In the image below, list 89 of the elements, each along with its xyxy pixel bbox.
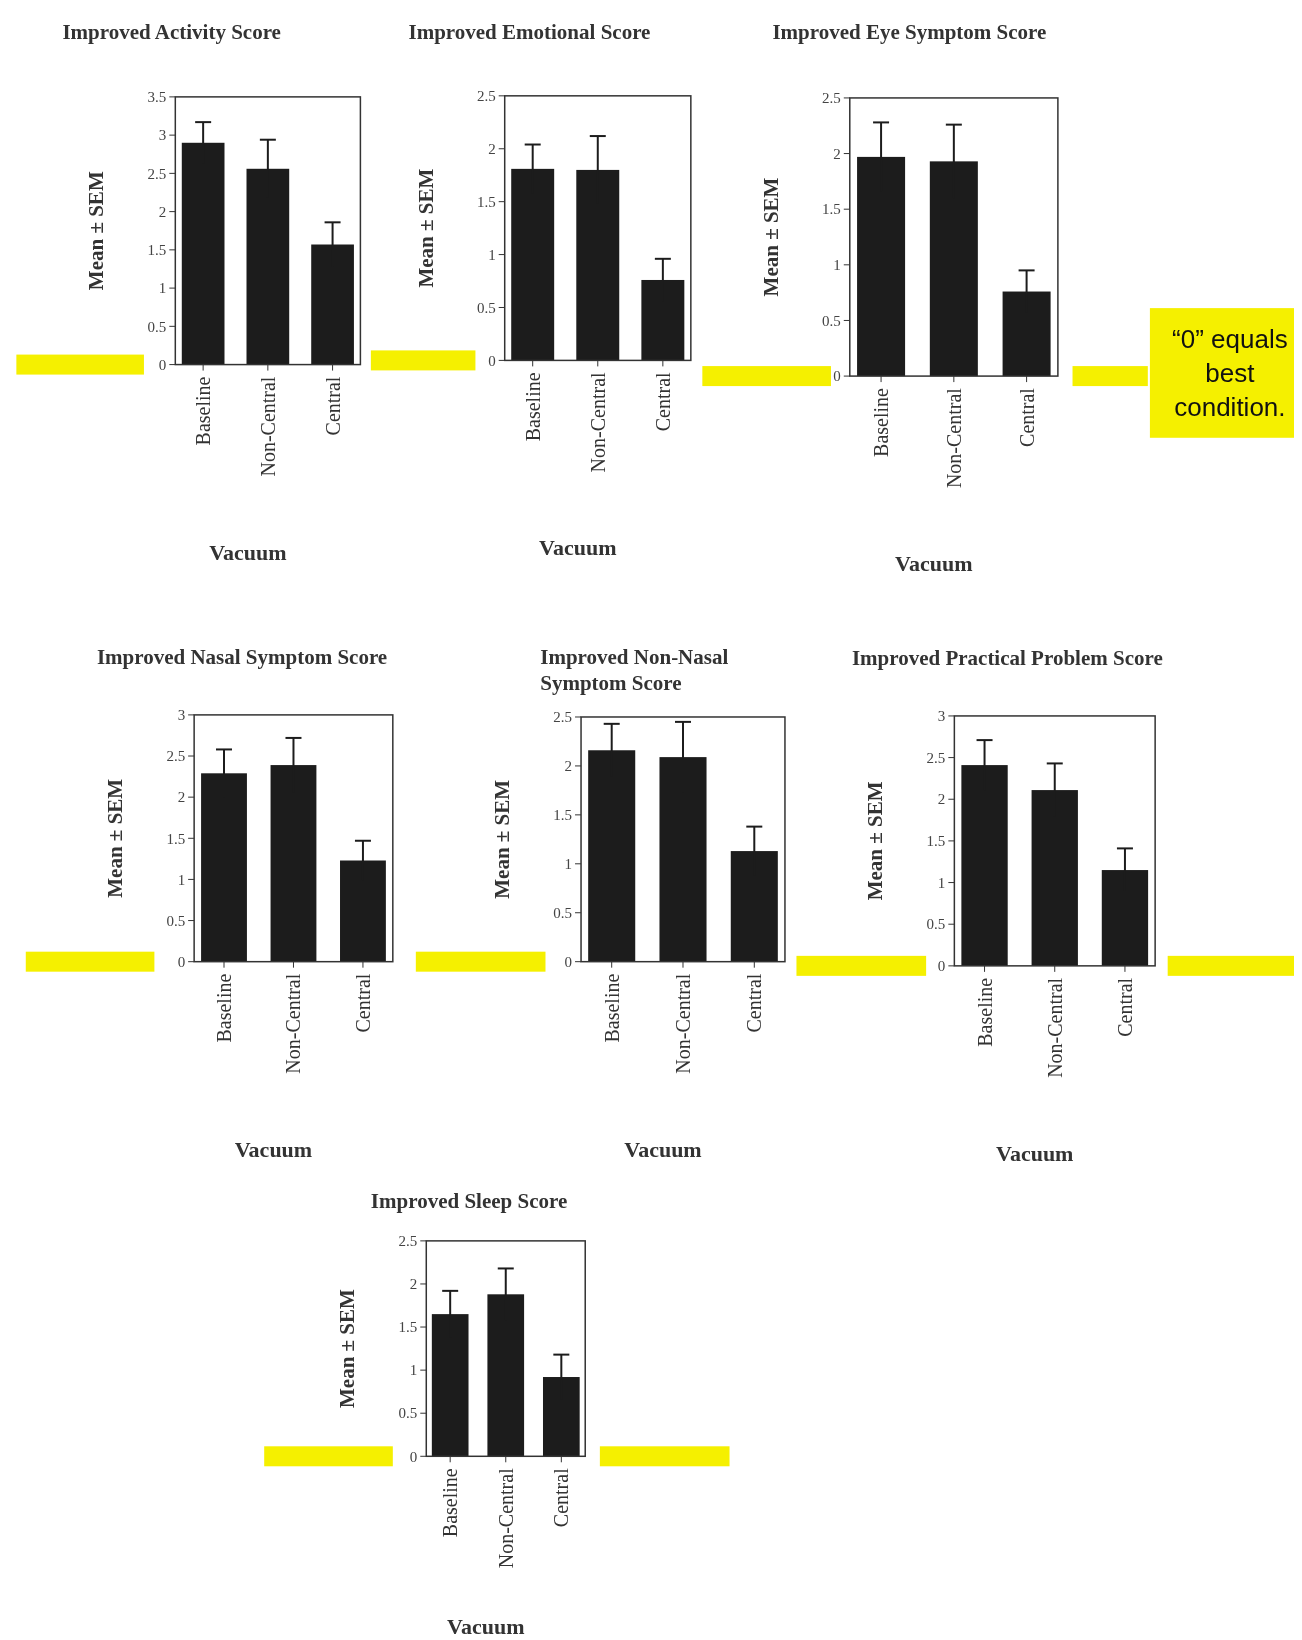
y-tick-label: 3 [937, 708, 946, 725]
x-axis-title: Vacuum [895, 551, 973, 577]
x-tick-label: Non-Central [586, 371, 609, 473]
y-tick-label: 0.5 [166, 912, 186, 929]
y-tick-label: 2.5 [166, 748, 186, 765]
x-tick-label: Baseline [973, 977, 996, 1047]
y-tick-label: 1.5 [822, 201, 841, 218]
y-tick-label: 0.5 [822, 312, 841, 329]
chart-title: Improved Practical Problem Score [851, 645, 1163, 670]
x-tick-label: Central [651, 371, 674, 432]
x-tick-label: Non-Central [672, 973, 694, 1074]
y-tick-label: 0.5 [398, 1405, 418, 1422]
y-tick-label: 2.5 [553, 709, 573, 726]
x-tick-label: Central [1113, 977, 1136, 1037]
y-tick-label: 0 [158, 356, 167, 373]
x-axis-title: Vacuum [234, 1136, 313, 1162]
y-tick-label: 1.5 [147, 242, 167, 259]
y-axis-title: Mean ± SEM [413, 168, 438, 288]
text: “0” equals best condition. [1172, 324, 1288, 423]
y-tick-label: 2 [564, 758, 573, 775]
y-axis-title: Mean ± SEM [758, 177, 783, 297]
x-tick-label: Central [1015, 387, 1038, 447]
y-axis-title: Mean ± SEM [103, 778, 128, 898]
y-tick-label: 3 [158, 127, 167, 144]
y-tick-label: 1 [488, 246, 496, 263]
chart-title: Improved Eye Symptom Score [772, 20, 1047, 45]
x-axis-title: Vacuum [996, 1140, 1074, 1166]
y-tick-label: 2.5 [822, 90, 841, 107]
y-tick-label: 0.5 [476, 299, 496, 316]
x-tick-label: Non-Central [942, 387, 965, 489]
x-tick-label: Central [550, 1467, 573, 1528]
y-tick-label: 1 [409, 1362, 418, 1379]
y-tick-label: 2 [158, 203, 167, 220]
y-tick-label: 0 [937, 958, 946, 975]
y-tick-label: 2.5 [398, 1233, 418, 1250]
y-tick-label: 2 [488, 141, 496, 157]
y-tick-label: 0 [177, 953, 186, 970]
x-axis-title: Vacuum [539, 535, 617, 561]
y-tick-label: 3.5 [147, 89, 167, 106]
y-tick-label: 2.5 [926, 749, 946, 766]
y-tick-label: 2.5 [147, 165, 167, 182]
chart-title: Improved Non-Nasal Symptom Score [540, 644, 729, 695]
y-axis-title: Mean ± SEM [863, 781, 888, 901]
chart-title: Improved Sleep Score [370, 1189, 568, 1214]
y-tick-label: 0.5 [147, 318, 167, 335]
y-tick-label: 2 [833, 145, 841, 162]
y-tick-label: 2 [177, 789, 186, 806]
y-tick-label: 0.5 [553, 904, 573, 921]
chart-title: Improved Nasal Symptom Score [96, 644, 388, 669]
x-tick-label: Baseline [521, 372, 544, 442]
y-tick-label: 0 [409, 1448, 418, 1465]
y-tick-label: 1 [564, 856, 573, 873]
x-tick-label: Non-Central [1043, 977, 1066, 1078]
chart-title: Improved Emotional Score [408, 20, 651, 45]
y-tick-label: 0 [488, 352, 496, 369]
x-axis-title: Vacuum [447, 1614, 525, 1640]
x-tick-label: Baseline [213, 973, 236, 1043]
y-tick-label: 3 [177, 707, 186, 724]
y-axis-title: Mean ± SEM [84, 171, 109, 291]
x-tick-label: Central [351, 973, 374, 1033]
y-tick-label: 1.5 [476, 193, 496, 210]
y-tick-label: 1.5 [166, 830, 186, 847]
x-tick-label: Non-Central [494, 1467, 517, 1569]
x-tick-label: Non-Central [256, 376, 279, 477]
x-tick-label: Non-Central [282, 973, 305, 1074]
x-tick-label: Central [743, 973, 766, 1033]
y-tick-label: 0.5 [926, 916, 946, 933]
y-tick-label: 2 [409, 1276, 418, 1293]
y-tick-label: 1 [833, 257, 841, 274]
x-axis-title: Vacuum [209, 539, 287, 565]
y-tick-label: 1.5 [553, 807, 573, 824]
x-tick-label: Baseline [600, 973, 623, 1043]
y-tick-label: 0 [833, 368, 841, 385]
y-tick-label: 1 [177, 871, 186, 888]
y-axis-title: Mean ± SEM [335, 1288, 360, 1409]
y-tick-label: 1.5 [398, 1319, 418, 1336]
x-tick-label: Baseline [439, 1468, 462, 1538]
x-tick-label: Baseline [192, 376, 215, 446]
chart-title: Improved Activity Score [62, 20, 281, 45]
y-axis-title: Mean ± SEM [490, 779, 515, 899]
y-tick-label: 1 [158, 280, 167, 297]
x-axis-title: Vacuum [624, 1136, 702, 1162]
y-tick-label: 2 [937, 791, 946, 808]
x-tick-label: Baseline [870, 387, 893, 457]
y-tick-label: 0 [564, 953, 573, 970]
y-tick-label: 1.5 [926, 833, 946, 850]
x-tick-label: Central [321, 376, 344, 436]
y-tick-label: 1 [937, 874, 946, 891]
y-tick-label: 2.5 [476, 88, 496, 105]
